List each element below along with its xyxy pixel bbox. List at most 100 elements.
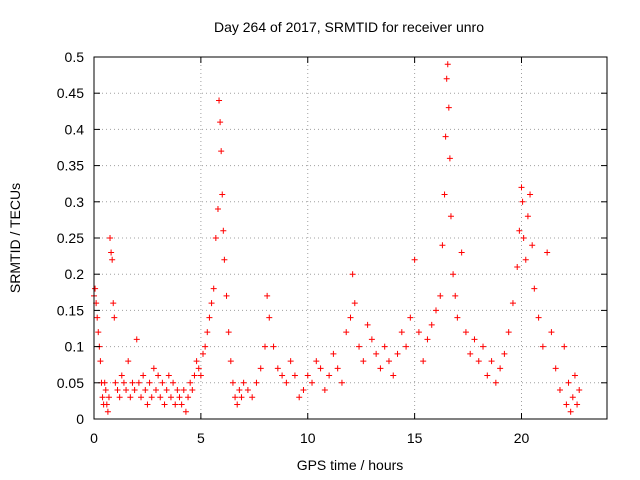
data-point bbox=[206, 314, 213, 321]
data-point bbox=[101, 379, 108, 386]
data-point bbox=[236, 387, 243, 394]
data-point bbox=[385, 358, 392, 365]
y-tick-label: 0.45 bbox=[57, 85, 84, 101]
data-point bbox=[390, 372, 397, 379]
data-point bbox=[178, 401, 185, 408]
data-point bbox=[111, 314, 118, 321]
data-point bbox=[264, 292, 271, 299]
data-point bbox=[105, 394, 112, 401]
data-point bbox=[110, 300, 117, 307]
data-point bbox=[195, 365, 202, 372]
data-point bbox=[407, 314, 414, 321]
data-point bbox=[138, 394, 145, 401]
data-point bbox=[146, 379, 153, 386]
data-point bbox=[520, 235, 527, 241]
data-point bbox=[381, 343, 388, 350]
y-tick-label: 0.4 bbox=[65, 121, 85, 137]
data-point bbox=[197, 372, 204, 379]
x-tick-labels: 0 5 10 15 20 bbox=[90, 430, 529, 446]
data-point bbox=[253, 379, 260, 386]
data-point bbox=[157, 394, 164, 401]
data-point bbox=[249, 394, 256, 401]
data-point bbox=[300, 387, 307, 394]
data-point bbox=[167, 394, 174, 401]
data-point bbox=[208, 300, 215, 307]
data-point bbox=[210, 285, 217, 292]
data-point bbox=[433, 307, 439, 314]
data-point bbox=[129, 379, 136, 386]
data-point bbox=[114, 387, 121, 394]
chart-title: Day 264 of 2017, SRMTID for receiver unr… bbox=[214, 19, 484, 35]
data-point bbox=[444, 61, 451, 68]
data-point bbox=[99, 394, 106, 401]
data-point bbox=[484, 372, 491, 379]
data-point bbox=[411, 256, 418, 263]
data-point bbox=[125, 358, 132, 365]
data-point bbox=[539, 343, 546, 350]
data-point bbox=[561, 343, 568, 350]
data-point bbox=[216, 97, 223, 104]
data-point bbox=[95, 329, 102, 336]
data-point bbox=[227, 358, 234, 365]
data-point bbox=[415, 329, 422, 336]
data-point bbox=[262, 343, 268, 350]
data-point bbox=[527, 191, 534, 198]
data-point bbox=[191, 372, 198, 379]
data-point bbox=[152, 387, 159, 394]
data-point bbox=[165, 372, 172, 379]
data-point bbox=[109, 256, 116, 263]
data-point bbox=[123, 387, 130, 394]
data-point bbox=[535, 314, 542, 321]
y-tick-label: 0.1 bbox=[65, 339, 85, 355]
y-tick-label: 0.35 bbox=[57, 158, 84, 174]
data-point bbox=[446, 155, 453, 162]
data-point bbox=[150, 365, 157, 372]
data-point bbox=[326, 372, 333, 379]
data-point bbox=[218, 148, 225, 155]
x-tick-label: 20 bbox=[514, 430, 530, 446]
data-point bbox=[349, 271, 356, 278]
data-point bbox=[225, 329, 232, 336]
data-point bbox=[229, 379, 236, 386]
data-point bbox=[200, 350, 207, 357]
data-point bbox=[214, 206, 221, 213]
data-point bbox=[217, 119, 224, 126]
y-tick-label: 0.15 bbox=[57, 302, 84, 318]
data-point bbox=[92, 285, 99, 292]
grid-lines bbox=[94, 57, 607, 419]
data-point bbox=[420, 358, 427, 365]
data-point bbox=[563, 401, 570, 408]
y-tick-label: 0.25 bbox=[57, 230, 84, 246]
data-point bbox=[159, 379, 166, 386]
data-point bbox=[232, 394, 239, 401]
data-point bbox=[454, 314, 461, 321]
data-point bbox=[443, 75, 450, 82]
data-point bbox=[266, 314, 273, 321]
data-point bbox=[185, 394, 192, 401]
data-point bbox=[373, 350, 380, 357]
data-point bbox=[574, 401, 581, 408]
data-point bbox=[176, 394, 183, 401]
data-point bbox=[283, 379, 290, 386]
y-tick-label: 0 bbox=[76, 411, 84, 427]
data-point bbox=[544, 249, 551, 256]
data-point bbox=[274, 365, 281, 372]
data-point bbox=[522, 256, 529, 263]
data-point bbox=[571, 372, 578, 379]
data-point bbox=[462, 329, 469, 336]
data-points bbox=[91, 61, 583, 415]
data-point bbox=[565, 379, 572, 386]
data-point bbox=[94, 314, 101, 321]
data-point bbox=[108, 249, 115, 256]
data-point bbox=[442, 133, 449, 140]
data-point bbox=[492, 379, 499, 386]
data-point bbox=[552, 365, 559, 372]
data-point bbox=[131, 387, 138, 394]
data-point bbox=[221, 256, 228, 263]
data-point bbox=[170, 379, 177, 386]
data-point bbox=[501, 350, 508, 357]
data-point bbox=[556, 387, 563, 394]
data-point bbox=[467, 350, 474, 357]
data-point bbox=[334, 365, 341, 372]
data-point bbox=[163, 387, 170, 394]
